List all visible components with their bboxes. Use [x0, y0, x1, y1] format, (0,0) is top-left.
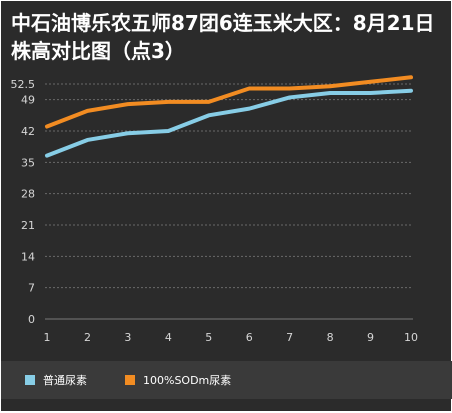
x-tick-label: 6	[246, 331, 253, 344]
series-1-point	[45, 154, 49, 158]
x-tick-label: 1	[44, 331, 51, 344]
y-tick-label: 52.5	[11, 78, 36, 91]
series-2-point	[369, 80, 373, 84]
legend-swatch-series-2	[125, 375, 135, 385]
series-2-point	[166, 100, 170, 104]
x-tick-label: 9	[367, 331, 374, 344]
legend-swatch-series-1	[25, 375, 35, 385]
x-tick-label: 7	[286, 331, 293, 344]
series-1-point	[85, 138, 89, 142]
series-2-point	[247, 86, 251, 90]
series-1-point	[126, 131, 130, 135]
y-tick-label: 49	[21, 94, 35, 107]
legend-item-series-1: 普通尿素	[25, 372, 87, 388]
series-line-1	[45, 88, 413, 158]
series-1-point	[207, 113, 211, 117]
legend-label-series-1: 普通尿素	[43, 374, 87, 387]
y-tick-label: 0	[28, 313, 35, 326]
series-1-point	[409, 89, 413, 93]
x-tick-label: 10	[404, 331, 418, 344]
series-2-point	[85, 109, 89, 113]
legend: 普通尿素 100%SODm尿素	[1, 361, 452, 399]
x-tick-label: 8	[327, 331, 334, 344]
y-tick-label: 14	[21, 250, 35, 263]
x-tick-label: 2	[84, 331, 91, 344]
tick-layer: 0 7 14 21 28 35 42 49 52.5 1 2 3 4 5 6 7 8 9 10	[11, 78, 419, 344]
x-tick-label: 5	[205, 331, 212, 344]
y-tick-label: 28	[21, 188, 35, 201]
y-tick-label: 42	[21, 125, 35, 138]
series-layer	[45, 75, 413, 158]
legend-item-series-2: 100%SODm尿素	[125, 372, 231, 388]
series-2-point	[45, 125, 49, 129]
chart-title: 中石油博乐农五师87团6连玉米大区：8月21日株高对比图（点3）	[11, 11, 435, 63]
series-line-2	[45, 75, 413, 129]
series-1-point	[369, 91, 373, 95]
series-2-point	[207, 100, 211, 104]
y-tick-label: 21	[21, 219, 35, 232]
series-1-point	[328, 91, 332, 95]
y-tick-label: 35	[21, 156, 35, 169]
series-2-point	[328, 84, 332, 88]
x-tick-label: 3	[124, 331, 131, 344]
series-2-point	[288, 86, 292, 90]
grid-layer	[45, 83, 413, 320]
series-2-point	[409, 75, 413, 79]
series-1-point	[288, 95, 292, 99]
series-2-point	[126, 102, 130, 106]
legend-label-series-2: 100%SODm尿素	[143, 374, 232, 387]
series-1-point	[166, 129, 170, 133]
x-tick-label: 4	[165, 331, 172, 344]
y-tick-label: 7	[28, 282, 35, 295]
series-1-point	[247, 107, 251, 111]
